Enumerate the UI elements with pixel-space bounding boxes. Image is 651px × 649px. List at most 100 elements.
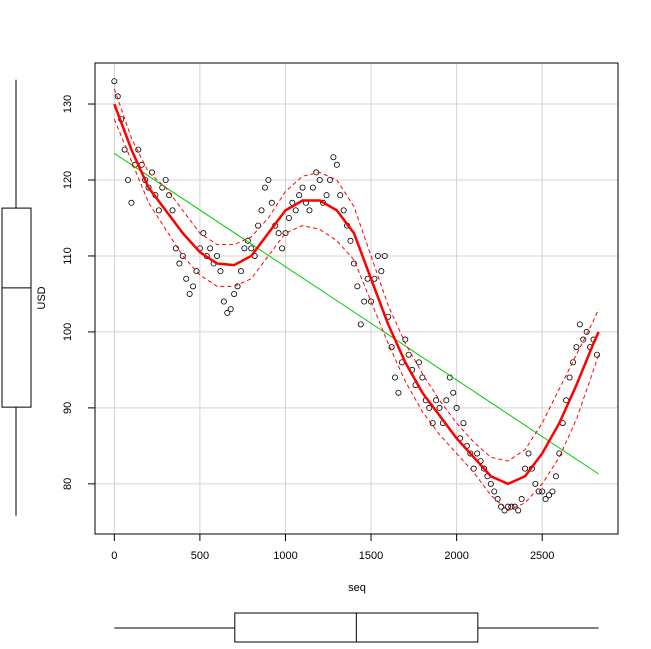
point [186,290,193,297]
point [306,207,313,214]
point [299,184,306,191]
point [326,176,333,183]
point [443,397,450,404]
point [429,420,436,427]
plot-frame [94,62,619,535]
point [361,298,368,305]
point [237,268,244,275]
point [121,146,128,153]
point [111,78,118,85]
y-tick-label: 130 [62,95,74,113]
smooth-upper [113,88,600,462]
point [426,404,433,411]
point [128,199,135,206]
point [474,450,481,457]
point [542,496,549,503]
point [480,465,487,472]
point [378,268,385,275]
x-tick-label: 1500 [359,550,383,562]
x-tick-label: 1000 [273,550,297,562]
point [214,252,221,259]
point [392,374,399,381]
point [285,214,292,221]
point [433,397,440,404]
point [419,374,426,381]
point [337,192,344,199]
point [227,306,234,313]
y-tick-label: 100 [62,323,74,341]
point [532,480,539,487]
point [522,465,529,472]
point [402,336,409,343]
point [179,252,186,259]
y-tick-label: 110 [62,247,74,265]
point [241,245,248,252]
point [539,488,546,495]
point [525,450,532,457]
x-axis-label: seq [348,582,366,594]
point [354,283,361,290]
point [569,359,576,366]
point [518,496,525,503]
point [453,404,460,411]
point [268,199,275,206]
point [467,450,474,457]
point [549,488,556,495]
point [316,176,323,183]
point [309,184,316,191]
y-tick-label: 90 [62,402,74,414]
linear-fit [114,152,599,475]
point [460,420,467,427]
y-axis-label: USD [36,286,48,309]
point [255,222,262,229]
point [248,245,255,252]
point [282,230,289,237]
point [244,237,251,244]
point [374,252,381,259]
point [135,146,142,153]
point [217,268,224,275]
point [176,260,183,267]
y-tick-label: 120 [62,171,74,189]
point [470,465,477,472]
point [231,290,238,297]
point [340,207,347,214]
point [258,207,265,214]
point [323,192,330,199]
point [279,245,286,252]
point [491,488,498,495]
point [566,374,573,381]
point [172,245,179,252]
x-tick-label: 2500 [530,550,554,562]
x-tick-label: 0 [111,550,117,562]
point [415,359,422,366]
point [162,176,169,183]
point [593,351,600,358]
point [405,351,412,358]
point [546,492,553,499]
point [350,260,357,267]
point [504,503,511,510]
y-tick-label: 80 [62,478,74,490]
point [155,207,162,214]
point [125,176,132,183]
point [265,176,272,183]
point [275,230,282,237]
point [576,321,583,328]
point [436,404,443,411]
smooth-fit [113,103,600,486]
x-tick-label: 2000 [444,550,468,562]
point [261,184,268,191]
point [395,389,402,396]
point [508,503,515,510]
point [190,283,197,290]
point [515,507,522,514]
x-tick-label: 500 [191,550,209,562]
point [368,298,375,305]
point [580,336,587,343]
point [296,192,303,199]
point [450,389,457,396]
smooth-lower [113,119,600,512]
point [333,161,340,168]
